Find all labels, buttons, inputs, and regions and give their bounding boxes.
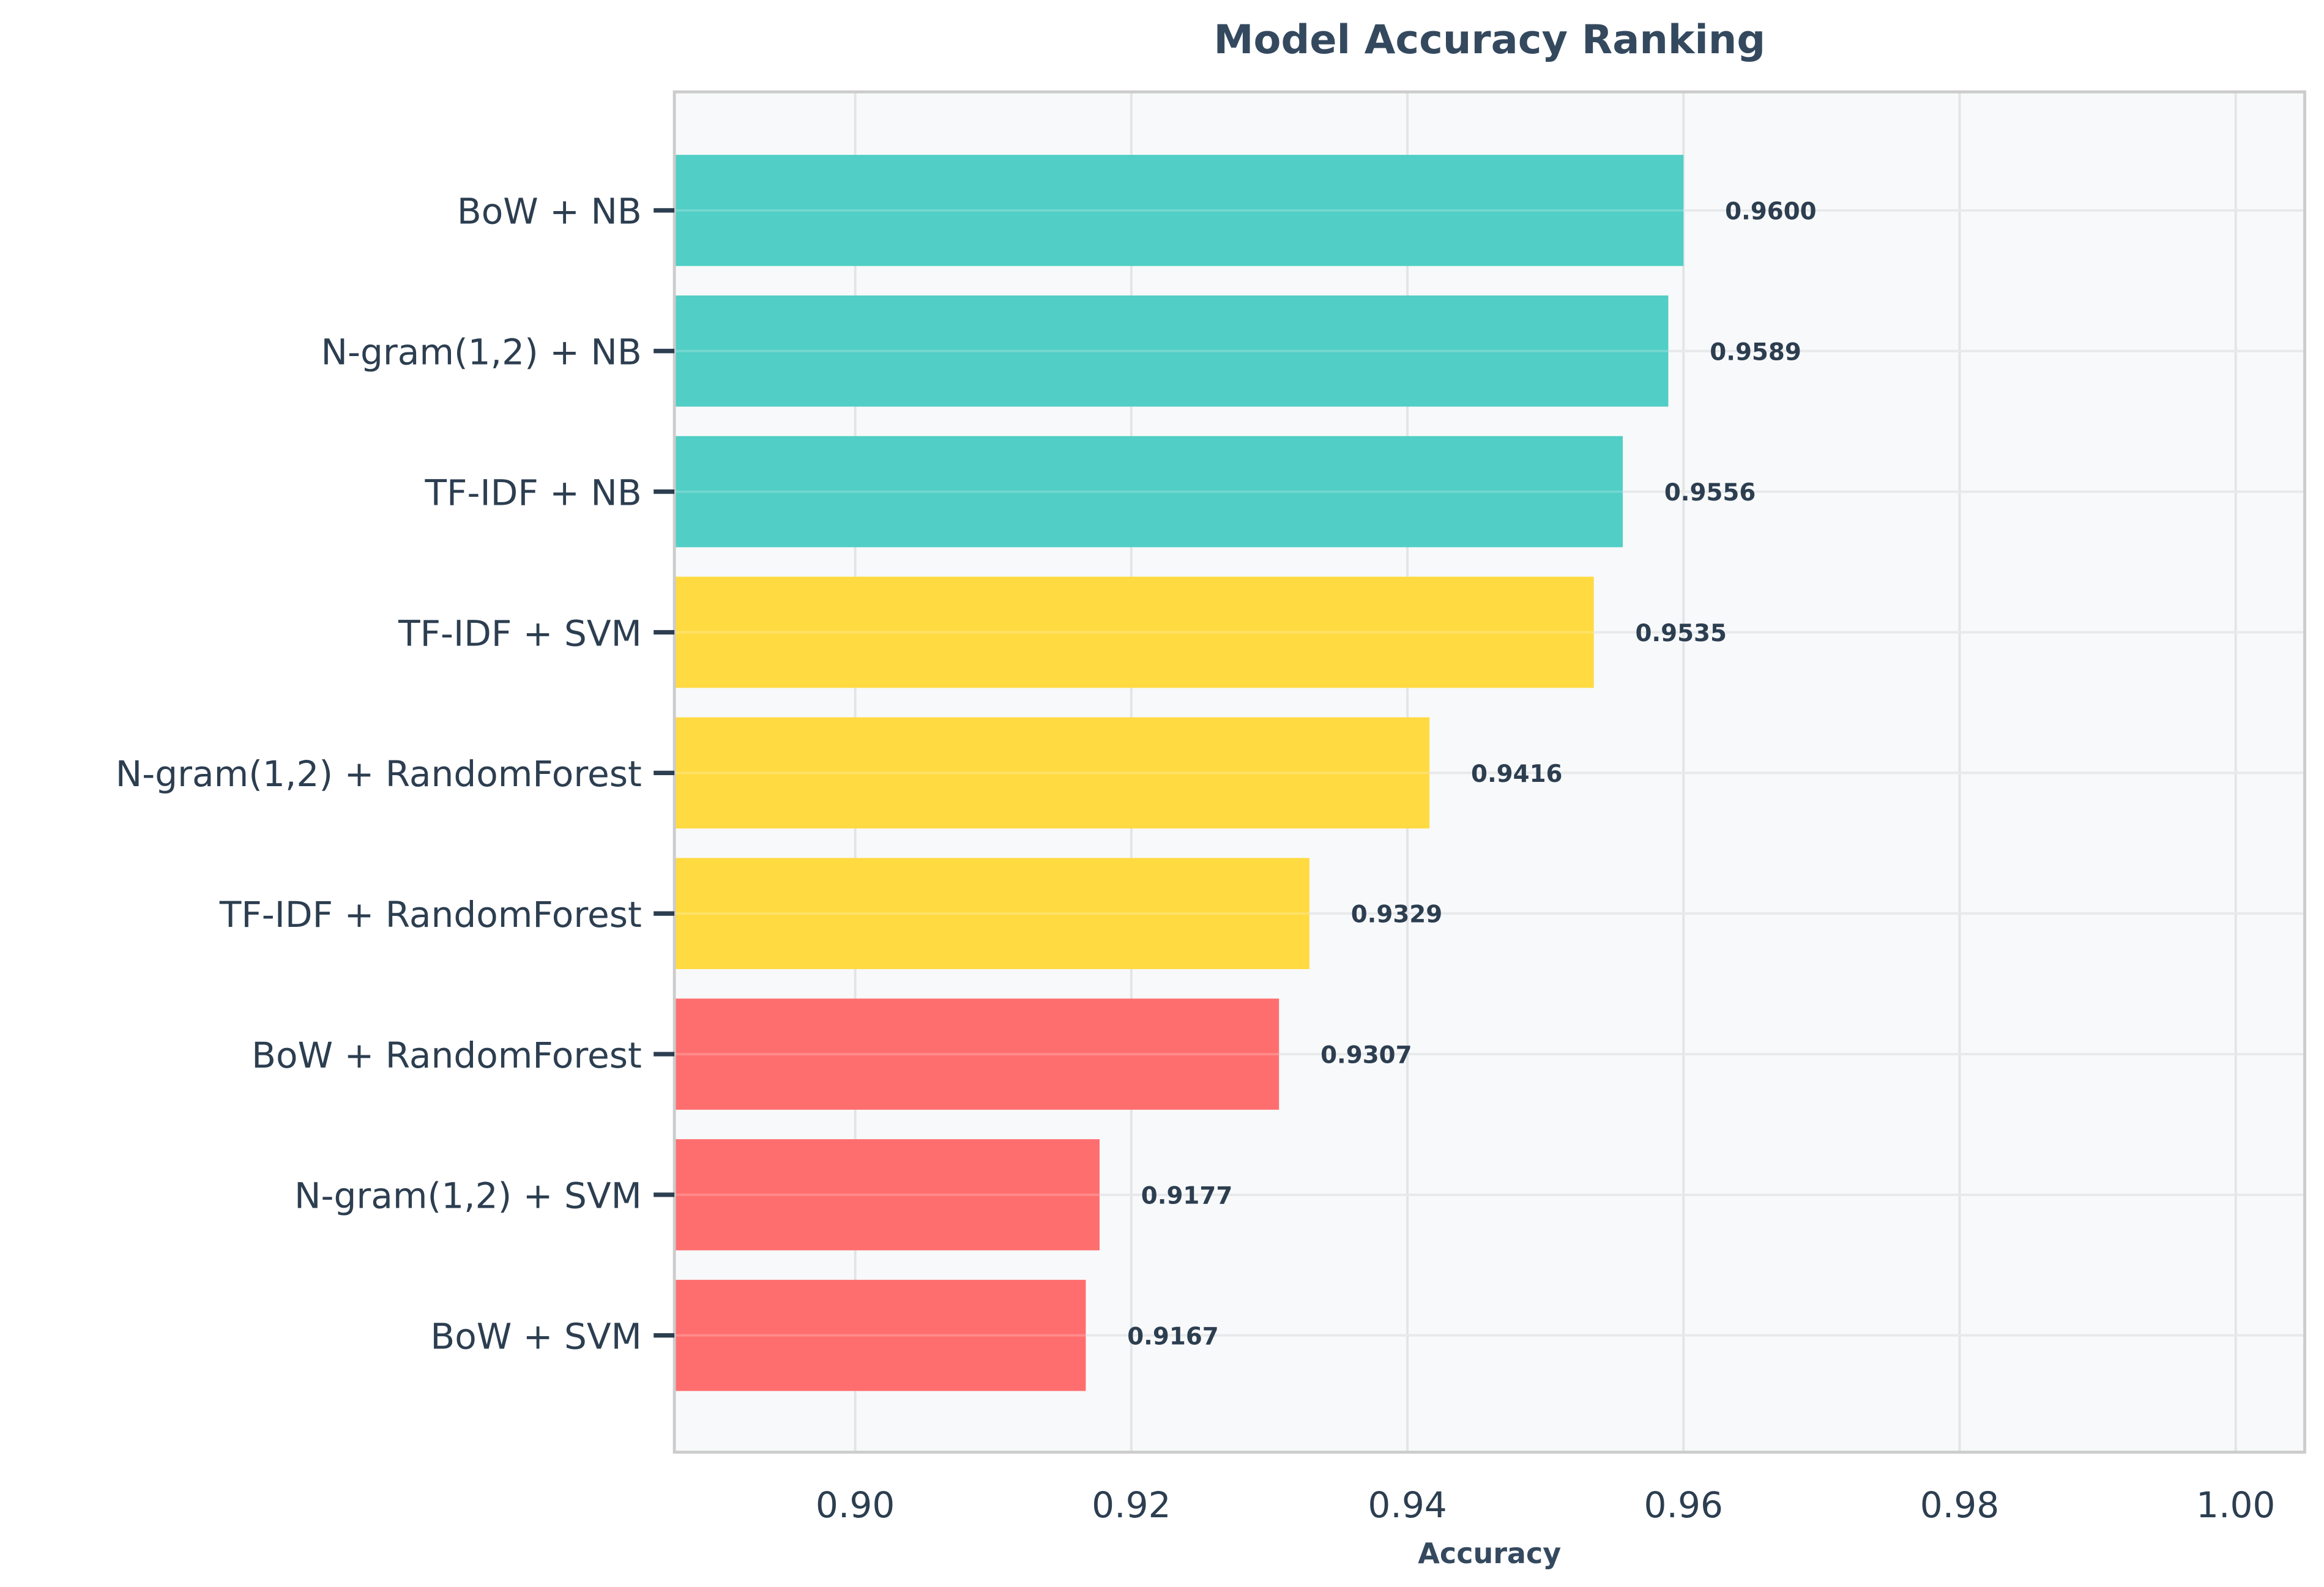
x-tick-label: 0.90: [816, 1484, 895, 1526]
y-tick-label: BoW + NB: [457, 191, 642, 232]
x-tick-label: 1.00: [2196, 1484, 2275, 1526]
x-axis-ticks: 0.90 0.92 0.94 0.96 0.98 1.00: [816, 1484, 2275, 1526]
bar-value-label: 0.9600: [1725, 198, 1817, 225]
x-tick-label: 0.94: [1368, 1484, 1447, 1526]
y-tick-label: BoW + RandomForest: [251, 1035, 642, 1076]
bar-value-label: 0.9556: [1664, 479, 1756, 507]
bar: [674, 155, 1684, 266]
bar-value-label: 0.9307: [1320, 1042, 1412, 1069]
bar: [674, 1139, 1100, 1251]
bar-value-label: 0.9535: [1635, 620, 1727, 647]
y-tick-label: N-gram(1,2) + RandomForest: [116, 753, 642, 795]
x-tick-label: 0.96: [1644, 1484, 1723, 1526]
x-tick-label: 0.98: [1920, 1484, 1999, 1526]
chart-title: Model Accuracy Ranking: [1213, 17, 1765, 63]
bar: [674, 436, 1623, 548]
x-axis-label: Accuracy: [1418, 1537, 1561, 1570]
y-tick-label: TF-IDF + RandomForest: [219, 894, 642, 935]
bar: [674, 717, 1430, 829]
bar: [674, 576, 1594, 688]
y-tick-label: TF-IDF + SVM: [398, 612, 642, 654]
y-tick-label: TF-IDF + NB: [425, 472, 642, 513]
plot-frame: [672, 90, 2306, 1454]
bar-value-label: 0.9177: [1141, 1182, 1233, 1210]
bar: [674, 998, 1279, 1110]
bar-value-label: 0.9416: [1471, 760, 1563, 788]
bar-value-label: 0.9167: [1127, 1323, 1219, 1350]
y-tick-label: N-gram(1,2) + SVM: [294, 1175, 642, 1217]
bar: [674, 858, 1309, 970]
bar-value-label: 0.9329: [1351, 901, 1443, 929]
y-tick-label: BoW + SVM: [430, 1316, 641, 1358]
bar: [674, 295, 1669, 407]
x-tick-label: 0.92: [1092, 1484, 1171, 1526]
y-tick-label: N-gram(1,2) + NB: [321, 332, 641, 373]
bar: [674, 1279, 1086, 1391]
bar-value-label: 0.9589: [1710, 338, 1801, 366]
y-axis-ticks: BoW + NB N-gram(1,2) + NB TF-IDF + NB TF-ID…: [116, 191, 675, 1358]
bars: 0.9600 0.9589 0.9556 0.9535 0.9416 0.9329 0.93…: [674, 155, 2305, 1391]
